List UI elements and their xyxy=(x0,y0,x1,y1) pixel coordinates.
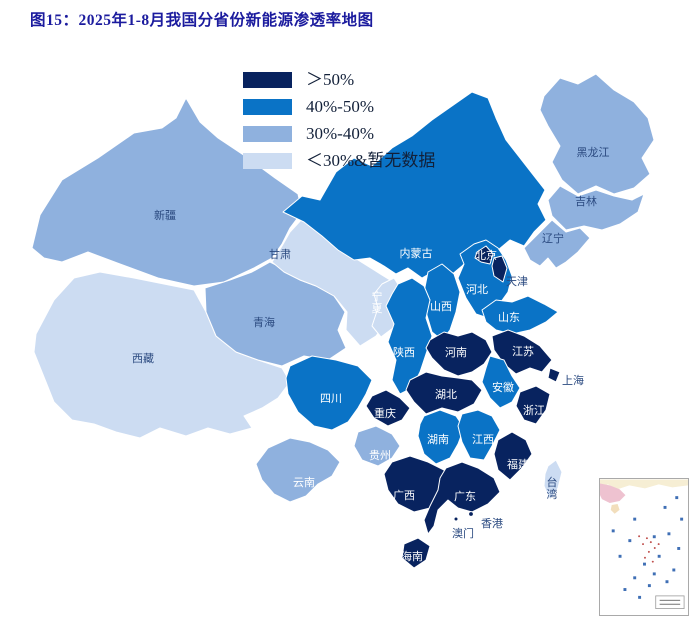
province-zhejiang xyxy=(515,385,551,425)
legend-item: ＜30%&暂无数据 xyxy=(243,147,435,174)
south-china-sea-inset xyxy=(599,478,689,616)
province-jilin xyxy=(547,185,645,231)
province-label-neimenggu: 内蒙古 xyxy=(400,246,433,260)
province-label-hainan: 海南 xyxy=(401,549,423,563)
inset-reef-dots xyxy=(638,535,660,563)
province-label-anhui: 安徽 xyxy=(492,380,514,394)
province-label-heilongjiang: 黑龙江 xyxy=(577,146,610,159)
province-aomen xyxy=(453,516,459,522)
province-taiwan xyxy=(543,459,563,501)
inset-coastline xyxy=(600,479,688,490)
province-guangdong xyxy=(423,461,501,535)
province-yunnan xyxy=(255,437,341,503)
province-label-hebei: 河北 xyxy=(466,283,488,296)
province-hunan xyxy=(417,409,465,465)
province-label-jilin: 吉林 xyxy=(575,194,597,208)
figure-title: 图15：2025年1-8月我国分省份新能源渗透率地图 xyxy=(30,12,374,29)
province-fujian xyxy=(493,431,533,481)
province-hainan xyxy=(401,537,431,569)
inset-mainland xyxy=(600,483,626,503)
province-liaoning xyxy=(523,219,591,269)
province-chongqing xyxy=(365,389,411,427)
inset-island-dots xyxy=(611,496,684,599)
province-label-jiangxi: 江西 xyxy=(472,433,494,446)
province-tianjin xyxy=(491,255,508,283)
legend-item: 30%-40% xyxy=(243,120,435,147)
province-hubei xyxy=(405,371,483,415)
province-label-shanxi: 山西 xyxy=(430,300,452,313)
province-neimenggu xyxy=(282,91,547,279)
province-shandong xyxy=(481,295,559,335)
province-label-sichuan: 四川 xyxy=(320,393,342,405)
inset-scale-lines xyxy=(659,599,681,605)
province-label-qinghai: 青海 xyxy=(253,315,275,329)
province-label-gansu: 甘肃 xyxy=(269,248,291,261)
legend-item: ＞50% xyxy=(243,66,435,93)
province-label-shaanxi: 陕西 xyxy=(393,345,415,359)
province-qinghai xyxy=(204,261,347,367)
province-label-yunnan: 云南 xyxy=(293,476,315,489)
province-label-fujian: 福建 xyxy=(507,457,529,471)
legend-swatch-40-50 xyxy=(243,98,292,115)
province-label-zhejiang: 浙江 xyxy=(523,404,545,417)
legend-swatch-gt50 xyxy=(243,71,292,88)
province-gansu xyxy=(271,217,403,347)
legend-label: 30%-40% xyxy=(306,124,374,143)
province-anhui xyxy=(481,355,521,409)
province-henan xyxy=(425,331,493,377)
province-hongkong xyxy=(468,511,474,517)
province-guizhou xyxy=(353,425,401,467)
province-label-guangdong: 广东 xyxy=(454,490,476,503)
province-label-guizhou: 贵州 xyxy=(369,449,391,462)
province-label-ningxia: 宁夏 xyxy=(372,289,383,315)
province-label-taiwan: 台湾 xyxy=(547,475,558,501)
map-legend: ＞50% 40%-50% 30%-40% ＜30%&暂无数据 xyxy=(243,66,435,174)
legend-swatch-lt30 xyxy=(243,152,292,169)
legend-label: 40%-50% xyxy=(306,97,374,116)
province-heilongjiang xyxy=(539,73,655,195)
province-label-tianjin: 天津 xyxy=(506,275,528,288)
province-label-shanghai: 上海 xyxy=(562,373,584,387)
province-label-hongkong: 香港 xyxy=(481,517,503,530)
inset-island xyxy=(610,503,620,514)
province-label-xizang: 西藏 xyxy=(132,352,154,365)
province-xinjiang xyxy=(31,97,303,287)
province-sichuan xyxy=(285,355,373,431)
province-label-guangxi: 广西 xyxy=(393,489,415,502)
province-shanghai xyxy=(547,367,561,383)
legend-label: ＜30%&暂无数据 xyxy=(306,151,436,170)
province-label-liaoning: 辽宁 xyxy=(542,231,564,245)
legend-item: 40%-50% xyxy=(243,93,435,120)
legend-label: ＞50% xyxy=(306,70,355,89)
province-label-aomen: 澳门 xyxy=(452,526,474,540)
inset-scale-box xyxy=(655,595,685,609)
province-label-beijing: 北京 xyxy=(475,248,497,262)
province-label-xinjiang: 新疆 xyxy=(154,208,176,222)
legend-swatch-30-40 xyxy=(243,125,292,142)
province-beijing xyxy=(474,245,494,265)
province-xizang xyxy=(33,271,291,439)
province-jiangxi xyxy=(457,409,501,461)
province-label-chongqing: 重庆 xyxy=(374,406,396,420)
province-label-hunan: 湖南 xyxy=(427,433,449,446)
province-label-hubei: 湖北 xyxy=(435,388,457,401)
province-label-henan: 河南 xyxy=(445,346,467,359)
province-label-shandong: 山东 xyxy=(498,311,520,324)
province-label-jiangsu: 江苏 xyxy=(512,345,534,358)
